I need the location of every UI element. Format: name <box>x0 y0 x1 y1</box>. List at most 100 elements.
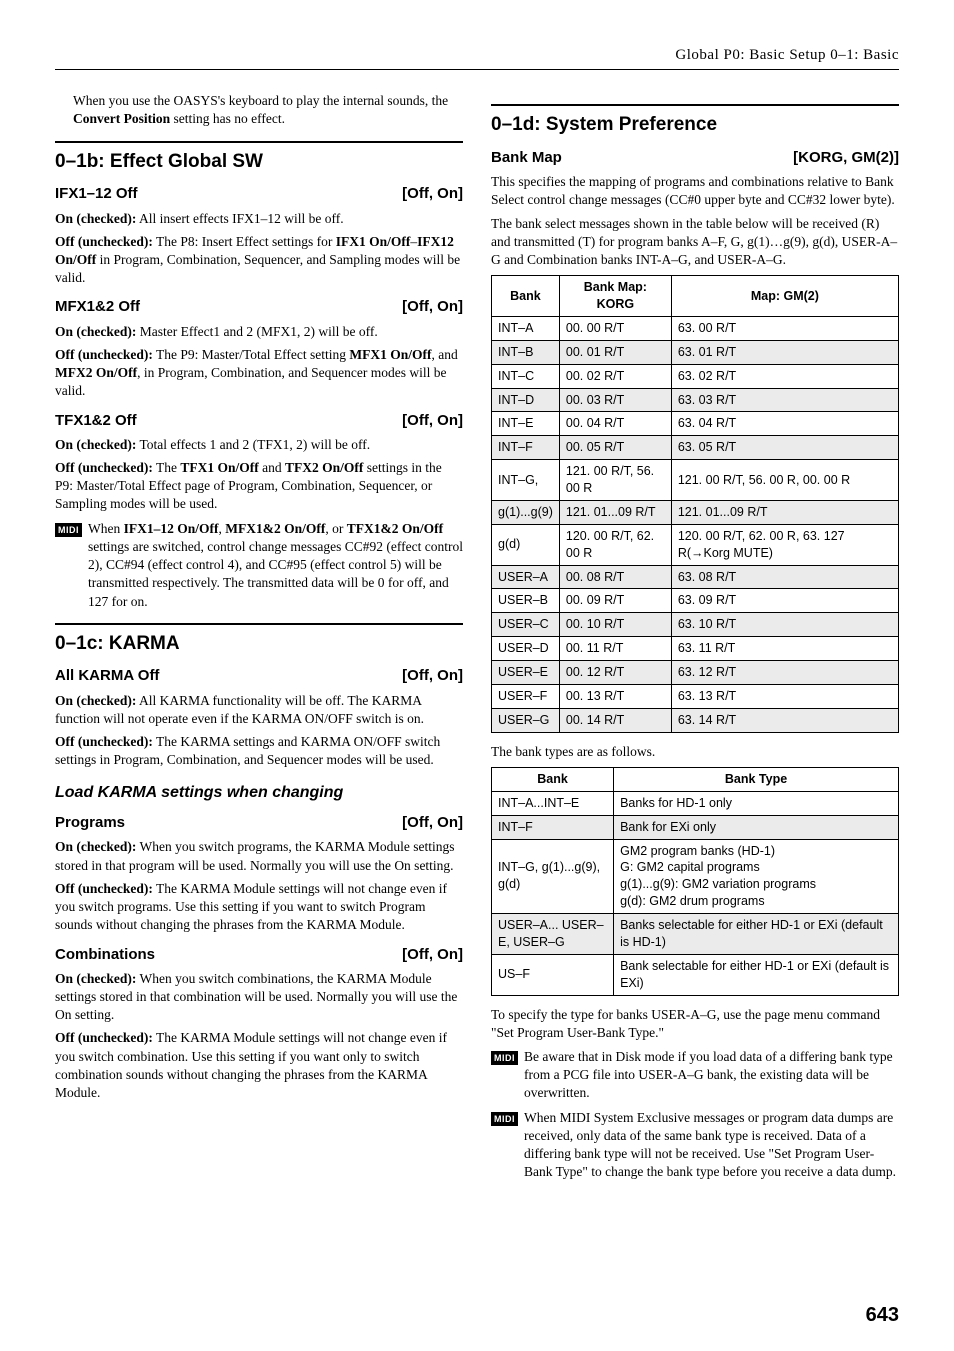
subsection-load-karma: Load KARMA settings when changing <box>55 782 463 804</box>
table-row: USER–F00. 13 R/T63. 13 R/T <box>492 684 899 708</box>
midi-note: MIDI When MIDI System Exclusive messages … <box>491 1109 899 1182</box>
table-cell: USER–E <box>492 661 560 685</box>
table-cell: 121. 01...09 R/T <box>671 500 898 524</box>
table-cell: 63. 04 R/T <box>671 412 898 436</box>
section-01c-title: 0–1c: KARMA <box>55 623 463 657</box>
table-cell: GM2 program banks (HD-1) G: GM2 capital … <box>614 839 899 914</box>
table-cell: INT–G, <box>492 460 560 501</box>
table-cell: 00. 12 R/T <box>559 661 671 685</box>
table-row: INT–G, g(1)...g(9), g(d)GM2 program bank… <box>492 839 899 914</box>
table-header: Bank <box>492 276 560 317</box>
table-row: USER–C00. 10 R/T63. 10 R/T <box>492 613 899 637</box>
table-cell: 63. 12 R/T <box>671 661 898 685</box>
table-cell: 63. 01 R/T <box>671 340 898 364</box>
table-row: USER–G00. 14 R/T63. 14 R/T <box>492 708 899 732</box>
midi-text: When MIDI System Exclusive messages or p… <box>524 1109 899 1182</box>
table-cell: 00. 03 R/T <box>559 388 671 412</box>
param-bank-map: Bank Map [KORG, GM(2)] <box>491 148 899 168</box>
table-row: INT–D00. 03 R/T63. 03 R/T <box>492 388 899 412</box>
table-row: USER–D00. 11 R/T63. 11 R/T <box>492 637 899 661</box>
table-row: USER–A... USER–E, USER–GBanks selectable… <box>492 914 899 955</box>
param-name: All KARMA Off <box>55 666 159 686</box>
table-cell: INT–A <box>492 316 560 340</box>
table-cell: INT–F <box>492 436 560 460</box>
table-cell: 63. 11 R/T <box>671 637 898 661</box>
table-cell: 121. 00 R/T, 56. 00 R <box>559 460 671 501</box>
table-cell: 00. 02 R/T <box>559 364 671 388</box>
table-cell: g(1)...g(9) <box>492 500 560 524</box>
param-ifx1-12-off: IFX1–12 Off[Off, On] <box>55 184 463 204</box>
table-cell: Bank for EXi only <box>614 815 899 839</box>
table-cell: 63. 10 R/T <box>671 613 898 637</box>
body-paragraph: The bank select messages shown in the ta… <box>491 215 899 270</box>
param-body: Off (unchecked): The KARMA Module settin… <box>55 880 463 935</box>
param-body: On (checked): When you switch combinatio… <box>55 970 463 1025</box>
midi-icon: MIDI <box>491 1112 518 1126</box>
table-cell: USER–B <box>492 589 560 613</box>
table-cell: 00. 08 R/T <box>559 565 671 589</box>
table-cell: INT–B <box>492 340 560 364</box>
table-cell: 00. 13 R/T <box>559 684 671 708</box>
table-row: INT–C00. 02 R/T63. 02 R/T <box>492 364 899 388</box>
table-cell: 63. 00 R/T <box>671 316 898 340</box>
head-rule <box>55 69 899 70</box>
table-cell: 63. 05 R/T <box>671 436 898 460</box>
table-cell: 120. 00 R/T, 62. 00 R <box>559 524 671 565</box>
table-row: INT–G,121. 00 R/T, 56. 00 R121. 00 R/T, … <box>492 460 899 501</box>
body-paragraph: This specifies the mapping of programs a… <box>491 173 899 209</box>
bank-map-table: BankBank Map: KORGMap: GM(2) INT–A00. 00… <box>491 275 899 733</box>
table-cell: 00. 05 R/T <box>559 436 671 460</box>
table-row: USER–B00. 09 R/T63. 09 R/T <box>492 589 899 613</box>
param-body: On (checked): When you switch programs, … <box>55 838 463 874</box>
param-body: On (checked): All insert effects IFX1–12… <box>55 210 463 228</box>
table-cell: USER–D <box>492 637 560 661</box>
table-cell: 00. 00 R/T <box>559 316 671 340</box>
param-range: [Off, On] <box>402 297 463 317</box>
param-body: Off (unchecked): The P8: Insert Effect s… <box>55 233 463 288</box>
param-body: Off (unchecked): The KARMA Module settin… <box>55 1029 463 1102</box>
table-row: g(1)...g(9)121. 01...09 R/T121. 01...09 … <box>492 500 899 524</box>
running-head: Global P0: Basic Setup 0–1: Basic <box>55 45 899 65</box>
midi-text: Be aware that in Disk mode if you load d… <box>524 1048 899 1103</box>
table-cell: 63. 14 R/T <box>671 708 898 732</box>
after-table2: To specify the type for banks USER-A–G, … <box>491 1006 899 1042</box>
param-tfx1-2-off: TFX1&2 Off[Off, On] <box>55 411 463 431</box>
table-cell: 00. 04 R/T <box>559 412 671 436</box>
table-row: USER–A00. 08 R/T63. 08 R/T <box>492 565 899 589</box>
param-range: [KORG, GM(2)] <box>793 148 899 168</box>
table-row: INT–A...INT–EBanks for HD-1 only <box>492 791 899 815</box>
param-body: Off (unchecked): The P9: Master/Total Ef… <box>55 346 463 401</box>
table-cell: US–F <box>492 954 614 995</box>
param-mfx1-2-off: MFX1&2 Off [Off, On] <box>55 297 463 317</box>
table-cell: INT–C <box>492 364 560 388</box>
table-cell: Banks selectable for either HD-1 or EXi … <box>614 914 899 955</box>
table-cell: 120. 00 R/T, 62. 00 R, 63. 127 R(→Korg M… <box>671 524 898 565</box>
page-number: 643 <box>866 1302 899 1329</box>
table-row: INT–FBank for EXi only <box>492 815 899 839</box>
table-cell: 00. 11 R/T <box>559 637 671 661</box>
table-cell: 00. 09 R/T <box>559 589 671 613</box>
param-range: [Off, On] <box>402 945 463 965</box>
param-name: Programs <box>55 813 125 833</box>
param-programs: Programs[Off, On] <box>55 813 463 833</box>
param-name: Bank Map <box>491 148 562 168</box>
table-row: INT–B00. 01 R/T63. 01 R/T <box>492 340 899 364</box>
table-row: INT–A00. 00 R/T63. 00 R/T <box>492 316 899 340</box>
param-body: Off (unchecked): The KARMA settings and … <box>55 733 463 769</box>
table-cell: 63. 02 R/T <box>671 364 898 388</box>
table-cell: 00. 01 R/T <box>559 340 671 364</box>
table-header: Map: GM(2) <box>671 276 898 317</box>
table-cell: INT–D <box>492 388 560 412</box>
table-header: Bank <box>492 767 614 791</box>
param-body: On (checked): Master Effect1 and 2 (MFX1… <box>55 323 463 341</box>
param-body: On (checked): All KARMA functionality wi… <box>55 692 463 728</box>
table-cell: USER–G <box>492 708 560 732</box>
table-cell: 63. 09 R/T <box>671 589 898 613</box>
table-header: Bank Map: KORG <box>559 276 671 317</box>
table-cell: 00. 14 R/T <box>559 708 671 732</box>
param-combinations: Combinations[Off, On] <box>55 945 463 965</box>
table-cell: 00. 10 R/T <box>559 613 671 637</box>
param-name: TFX1&2 Off <box>55 411 137 431</box>
param-name: MFX1&2 Off <box>55 297 140 317</box>
table-cell: INT–E <box>492 412 560 436</box>
